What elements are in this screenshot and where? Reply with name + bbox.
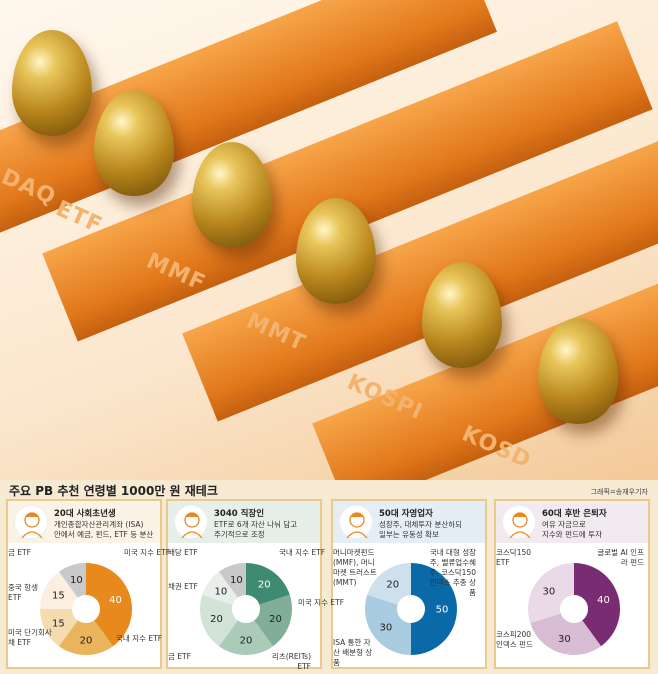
slice-label: 금 ETF xyxy=(168,652,191,661)
slice-value: 15 xyxy=(52,619,65,630)
slice-label: 미국 단기회사채 ETF xyxy=(8,628,52,647)
slice-label: 미국 지수 ETF xyxy=(298,598,345,607)
panel-title: 20대 사회초년생 xyxy=(54,509,116,519)
slice-value: 40 xyxy=(597,595,610,606)
panel-title: 3040 직장인 xyxy=(214,509,265,519)
panel-description: 여유 자금으로 지수와 펀드에 투자 xyxy=(542,520,602,540)
donut-slice xyxy=(254,594,292,647)
panel-description: 성장주, 대체투자 분산하되 일부는 유동성 확보 xyxy=(379,520,462,540)
slice-value: 20 xyxy=(80,636,93,647)
person-avatar-icon xyxy=(14,505,48,539)
donut-slice xyxy=(574,563,620,647)
slice-label: 금 ETF xyxy=(8,548,31,557)
donut-chart: 50 30 20 xyxy=(365,563,457,655)
slice-label: 리츠(REITs) ETF xyxy=(271,652,311,671)
donut-slice xyxy=(218,563,246,598)
golden-egg xyxy=(538,318,618,424)
slice-value: 20 xyxy=(386,579,399,590)
donut-slice xyxy=(218,620,274,655)
slice-label: 채권 ETF xyxy=(168,582,198,591)
description-line: 성장주, 대체투자 분산하되 xyxy=(379,520,463,529)
golden-egg xyxy=(296,198,376,304)
donut-slice xyxy=(58,620,114,655)
donut-slice xyxy=(86,563,132,647)
panel-header: 60대 후반 은퇴자 여유 자금으로 지수와 펀드에 투자 xyxy=(496,501,648,543)
donut-slice xyxy=(411,563,457,655)
slice-label: 국내 대형 성장주, 밸류업수혜주, 코스닥150 인덱스 추종 상품 xyxy=(429,548,476,597)
panel-header: 50대 자영업자 성장주, 대체투자 분산하되 일부는 유동성 확보 xyxy=(333,501,485,543)
panel-header: 20대 사회초년생 개인종합자산관리계좌 (ISA) 안에서 예금, 펀드, ET… xyxy=(8,501,160,543)
age-panel: 3040 직장인 ETF로 6개 자산 나눠 담고 주기적으로 조정 20 20 20 2… xyxy=(166,499,322,669)
golden-egg xyxy=(192,142,272,248)
description-line: 일부는 유동성 확보 xyxy=(379,530,439,539)
graphic-credit: 그래픽=송재우기자 xyxy=(590,488,648,496)
panel-header: 3040 직장인 ETF로 6개 자산 나눠 담고 주기적으로 조정 xyxy=(168,501,320,543)
donut-slice xyxy=(40,571,78,609)
slice-label: 머니마켓펀드(MMF), 머니마켓 트러스트(MMT) xyxy=(333,548,377,587)
slice-label: 중국 항셍 ETF xyxy=(8,583,38,602)
golden-egg xyxy=(94,90,174,196)
donut-slice xyxy=(200,594,238,647)
description-line: 지수와 펀드에 투자 xyxy=(542,530,602,539)
panel-description: 개인종합자산관리계좌 (ISA) 안에서 예금, 펀드, ETF 등 분산 xyxy=(54,520,153,540)
description-line: 안에서 예금, 펀드, ETF 등 분산 xyxy=(54,530,154,539)
donut-slice xyxy=(246,563,290,605)
donut-slice xyxy=(530,613,602,655)
slice-value: 20 xyxy=(258,579,271,590)
bar-label: ETF xyxy=(51,196,107,239)
slice-value: 20 xyxy=(269,614,282,625)
hero-image: DAQ ETF MMF MMT KOSPI KOSD xyxy=(0,0,658,480)
age-panel: 20대 사회초년생 개인종합자산관리계좌 (ISA) 안에서 예금, 펀드, ET… xyxy=(6,499,162,669)
person-avatar-icon xyxy=(502,505,536,539)
description-line: 개인종합자산관리계좌 (ISA) xyxy=(54,520,144,529)
slice-label: 국내 지수 ETF xyxy=(116,634,163,643)
slice-label: 미국 지수 ETF xyxy=(124,548,171,557)
slice-value: 10 xyxy=(70,575,83,586)
slice-value: 10 xyxy=(230,575,243,586)
infographic-title: 주요 PB 추천 연령별 1000만 원 재테크 xyxy=(9,484,218,498)
slice-value: 20 xyxy=(240,636,253,647)
slice-value: 30 xyxy=(558,634,571,645)
slice-value: 30 xyxy=(543,586,556,597)
donut-slice xyxy=(58,563,86,598)
person-avatar-icon xyxy=(174,505,208,539)
description-line: 여유 자금으로 xyxy=(542,520,586,529)
person-avatar-icon xyxy=(339,505,373,539)
slice-label: 국내 지수 ETF xyxy=(279,548,326,557)
donut-chart: 40 20 15 15 10 xyxy=(40,563,132,655)
description-line: ETF로 6개 자산 나눠 담고 xyxy=(214,520,298,529)
description-line: 주기적으로 조정 xyxy=(214,530,265,539)
slice-label: 코스닥150 ETF xyxy=(496,548,532,567)
age-panel: 50대 자영업자 성장주, 대체투자 분산하되 일부는 유동성 확보 50 30 20 xyxy=(331,499,487,669)
slice-label: ISA 통한 자산 배분형 상품 xyxy=(333,638,373,667)
panel-description: ETF로 6개 자산 나눠 담고 주기적으로 조정 xyxy=(214,520,297,540)
slice-value: 20 xyxy=(210,614,223,625)
panel-title: 60대 후반 은퇴자 xyxy=(542,509,607,519)
slice-label: 글로벌 AI 인프라 펀드 xyxy=(597,548,644,567)
donut-slice xyxy=(528,563,574,624)
slice-value: 50 xyxy=(436,605,449,616)
donut-chart: 40 30 30 xyxy=(528,563,620,655)
donut-slice xyxy=(40,609,78,647)
age-panel: 60대 후반 은퇴자 여유 자금으로 지수와 펀드에 투자 40 30 30 xyxy=(494,499,650,669)
panel-title: 50대 자영업자 xyxy=(379,509,433,519)
golden-egg xyxy=(422,262,502,368)
slice-label: 배당 ETF xyxy=(168,548,198,557)
donut-slice xyxy=(367,563,411,605)
slice-label: 코스피200 인덱스 펀드 xyxy=(496,630,533,649)
donut-slice xyxy=(365,594,411,655)
donut-slice xyxy=(202,571,238,605)
slice-value: 30 xyxy=(380,623,393,634)
slice-value: 40 xyxy=(109,595,122,606)
slice-value: 15 xyxy=(52,590,65,601)
golden-egg xyxy=(12,30,92,136)
slice-value: 10 xyxy=(215,586,228,597)
